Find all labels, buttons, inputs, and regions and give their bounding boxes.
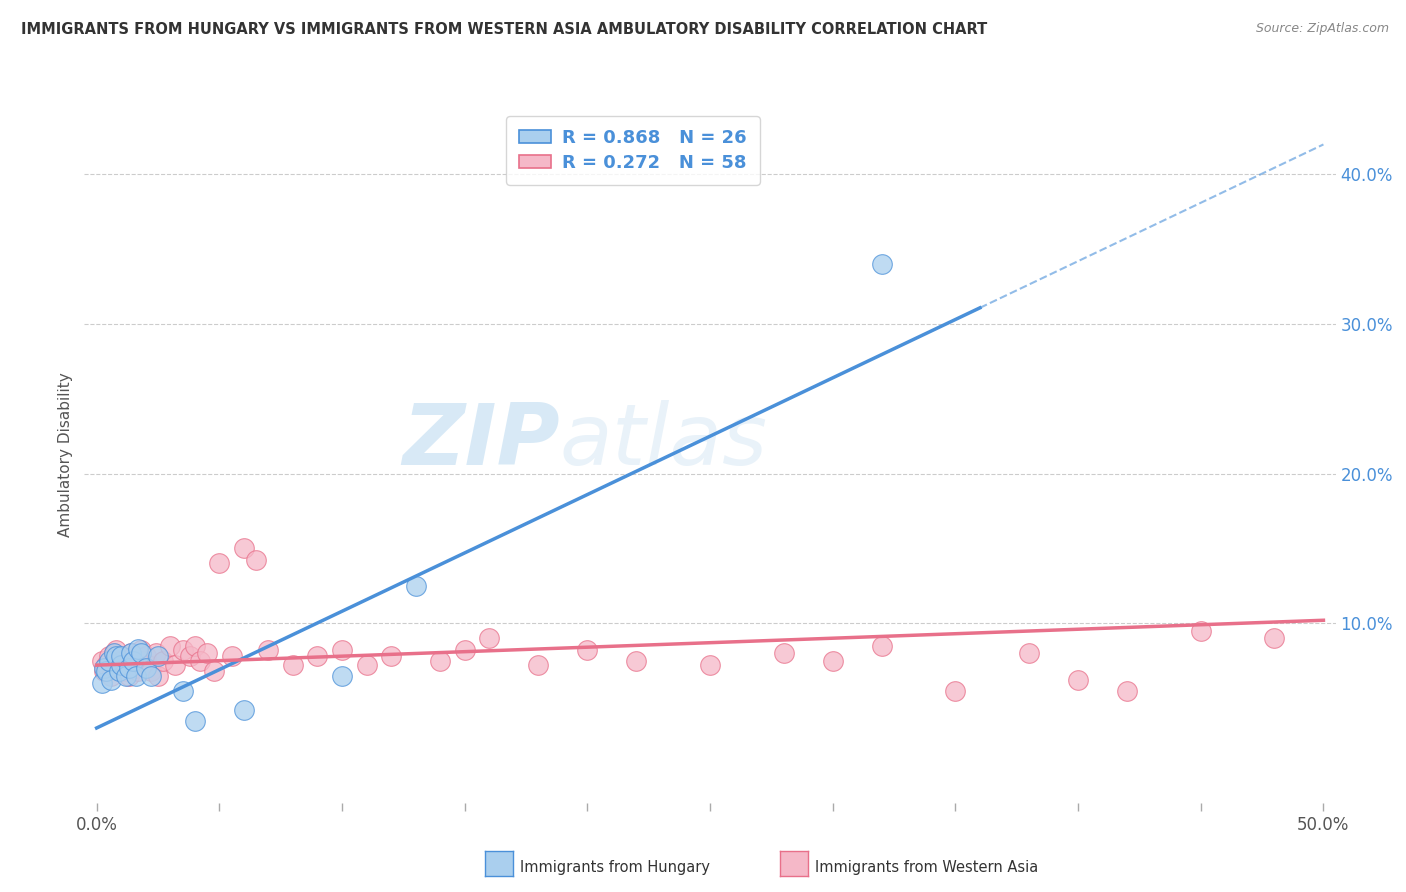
- Point: [90, 654, 112, 668]
- Point: [1067, 673, 1090, 687]
- Point: [257, 643, 280, 657]
- Point: [97, 649, 120, 664]
- Text: atlas: atlas: [560, 400, 768, 483]
- Text: Immigrants from Hungary: Immigrants from Hungary: [520, 860, 710, 874]
- Point: [172, 683, 194, 698]
- Point: [330, 643, 353, 657]
- Point: [179, 649, 201, 664]
- Point: [103, 646, 125, 660]
- Point: [208, 557, 231, 571]
- Point: [117, 668, 139, 682]
- Point: [136, 658, 159, 673]
- Point: [110, 649, 132, 664]
- Point: [870, 257, 893, 271]
- Point: [146, 649, 169, 664]
- Point: [96, 664, 118, 678]
- Point: [93, 664, 115, 678]
- Text: ZIP: ZIP: [402, 400, 560, 483]
- Point: [870, 639, 893, 653]
- Point: [145, 646, 167, 660]
- Point: [135, 649, 157, 664]
- Point: [1263, 631, 1285, 645]
- Point: [576, 643, 599, 657]
- Point: [107, 661, 129, 675]
- Point: [139, 668, 162, 682]
- Point: [330, 668, 353, 682]
- Point: [159, 639, 181, 653]
- Point: [152, 654, 174, 668]
- Point: [129, 646, 152, 660]
- Point: [105, 649, 128, 664]
- Point: [527, 658, 550, 673]
- Point: [772, 646, 794, 660]
- Point: [90, 676, 112, 690]
- Point: [307, 649, 329, 664]
- Point: [125, 661, 148, 675]
- Point: [127, 641, 149, 656]
- Point: [93, 661, 115, 675]
- Point: [132, 654, 155, 668]
- Text: Source: ZipAtlas.com: Source: ZipAtlas.com: [1256, 22, 1389, 36]
- Point: [100, 668, 122, 682]
- Point: [626, 654, 648, 668]
- Point: [699, 658, 721, 673]
- Point: [97, 654, 120, 668]
- Point: [127, 664, 149, 678]
- Point: [100, 673, 122, 687]
- Point: [120, 646, 142, 660]
- Point: [105, 643, 128, 657]
- Y-axis label: Ambulatory Disability: Ambulatory Disability: [58, 373, 73, 537]
- Point: [281, 658, 304, 673]
- Point: [1116, 683, 1139, 698]
- Point: [232, 703, 254, 717]
- Point: [117, 661, 139, 675]
- Point: [195, 646, 218, 660]
- Point: [232, 541, 254, 556]
- Point: [96, 658, 118, 673]
- Text: Immigrants from Western Asia: Immigrants from Western Asia: [815, 860, 1039, 874]
- Point: [188, 654, 211, 668]
- Point: [184, 639, 207, 653]
- Point: [1189, 624, 1212, 638]
- Point: [125, 668, 148, 682]
- Point: [380, 649, 402, 664]
- Point: [122, 649, 145, 664]
- Point: [110, 654, 132, 668]
- Point: [112, 664, 135, 678]
- Point: [356, 658, 378, 673]
- Point: [821, 654, 844, 668]
- Point: [129, 643, 152, 657]
- Point: [120, 646, 142, 660]
- Point: [135, 661, 157, 675]
- Point: [453, 643, 475, 657]
- Point: [202, 664, 225, 678]
- Point: [1018, 646, 1040, 660]
- Point: [165, 658, 187, 673]
- Text: IMMIGRANTS FROM HUNGARY VS IMMIGRANTS FROM WESTERN ASIA AMBULATORY DISABILITY CO: IMMIGRANTS FROM HUNGARY VS IMMIGRANTS FR…: [21, 22, 987, 37]
- Point: [245, 553, 267, 567]
- Point: [110, 658, 132, 673]
- Point: [221, 649, 243, 664]
- Point: [146, 668, 169, 682]
- Point: [122, 654, 145, 668]
- Point: [115, 668, 138, 682]
- Point: [172, 643, 194, 657]
- Point: [945, 683, 967, 698]
- Legend: R = 0.868   N = 26, R = 0.272   N = 58: R = 0.868 N = 26, R = 0.272 N = 58: [506, 116, 759, 185]
- Point: [103, 646, 125, 660]
- Point: [139, 664, 162, 678]
- Point: [184, 714, 207, 728]
- Point: [405, 579, 427, 593]
- Point: [478, 631, 501, 645]
- Point: [429, 654, 451, 668]
- Point: [107, 664, 129, 678]
- Point: [115, 658, 138, 673]
